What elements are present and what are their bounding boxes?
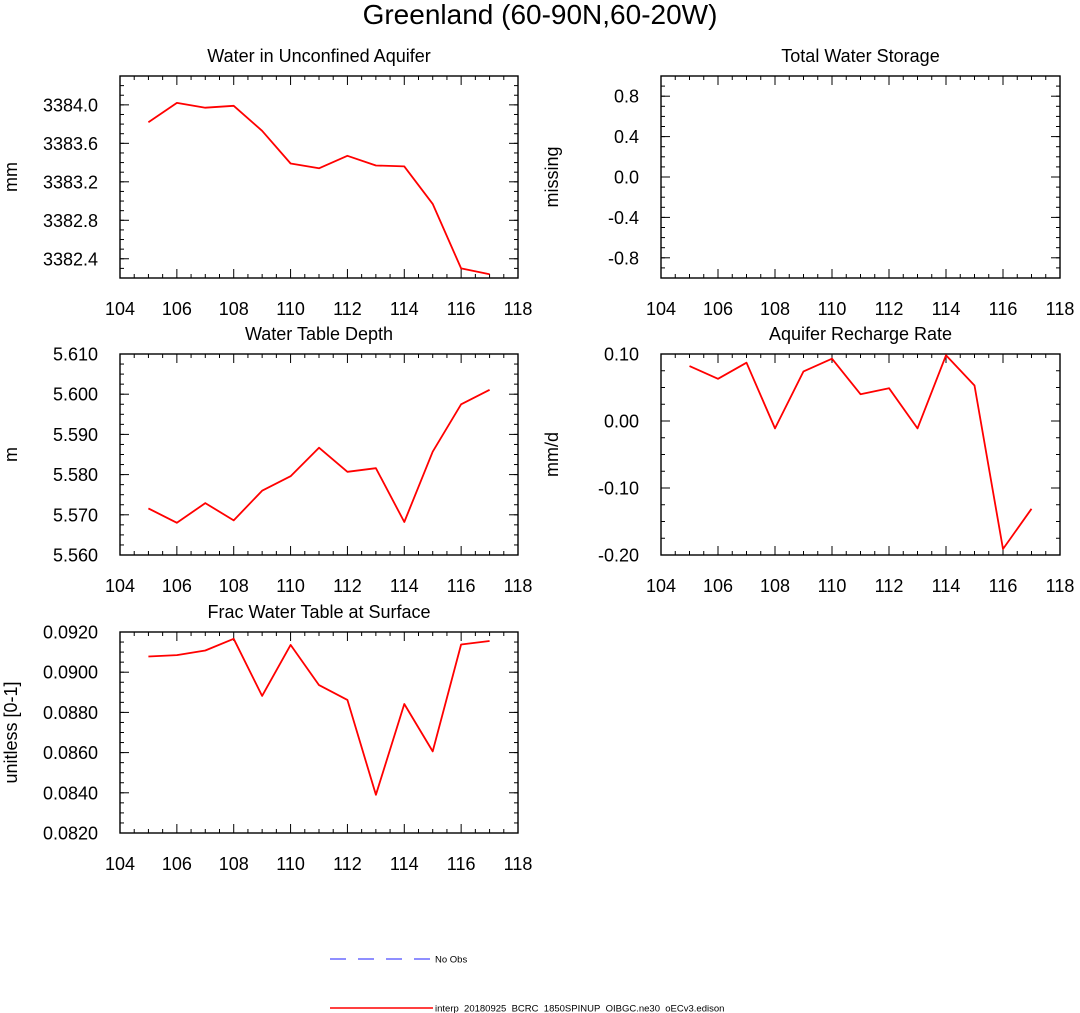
x-tick-label: 110 (818, 576, 847, 596)
x-tick-label: 114 (390, 576, 419, 596)
y-tick-label: 0.4 (614, 127, 639, 147)
legend-label: interp_20180925_BCRC_1850SPINUP_OIBGC.ne… (435, 1004, 724, 1013)
y-axis-label: missing (542, 146, 562, 207)
legend: No Obs interp_20180925_BCRC_1850SPINUP_OI… (330, 955, 724, 1013)
x-tick-label: 106 (703, 576, 733, 596)
x-tick-label: 104 (105, 299, 135, 319)
y-tick-label: 5.600 (53, 385, 98, 405)
y-tick-label: 5.560 (53, 546, 98, 566)
y-axis-label: m (1, 447, 21, 462)
plot-frame (660, 75, 1061, 279)
panel-title: Aquifer Recharge Rate (769, 324, 952, 344)
x-tick-label: 106 (162, 299, 192, 319)
panel-title: Total Water Storage (781, 46, 939, 66)
y-tick-label: 5.580 (53, 465, 98, 485)
x-tick-label: 110 (276, 299, 305, 319)
series-line (147, 102, 490, 276)
x-tick-label: 108 (219, 576, 249, 596)
chart-panel: Water Table Depth m 104 106 108 110 112 114 116 1… (1, 324, 532, 596)
x-tick-label: 108 (219, 854, 249, 874)
x-tick-label: 106 (703, 299, 733, 319)
chart-panel: Frac Water Table at Surface unitless [0-1… (1, 602, 532, 874)
y-tick-label: 5.590 (53, 425, 98, 445)
chart-panel: Water in Unconfined Aquifer mm 104 106 108 11… (1, 46, 532, 319)
series-line (148, 637, 490, 796)
x-tick-label: 104 (105, 576, 135, 596)
x-tick-label: 112 (333, 854, 362, 874)
x-tick-label: 114 (932, 576, 961, 596)
y-tick-label: 0.0820 (43, 824, 98, 844)
x-tick-label: 112 (333, 576, 362, 596)
x-tick-label: 114 (390, 299, 419, 319)
figure-title: Greenland (60-90N,60-20W) (363, 0, 718, 30)
panel-title: Water in Unconfined Aquifer (207, 46, 430, 66)
y-tick-label: 0.0 (614, 168, 639, 188)
series-line (689, 354, 1033, 550)
series-line (147, 388, 491, 524)
x-tick-label: 108 (219, 299, 249, 319)
y-tick-label: 3384.0 (43, 95, 98, 115)
plot-frame (660, 353, 1061, 556)
x-tick-label: 110 (276, 576, 305, 596)
x-tick-label: 116 (989, 576, 1018, 596)
y-tick-label: 0.0860 (43, 743, 98, 763)
x-tick-label: 106 (162, 854, 192, 874)
y-tick-label: -0.8 (608, 248, 639, 268)
chart-panels: Water in Unconfined Aquifer mm 104 106 108 11… (1, 46, 1074, 874)
x-tick-label: 116 (447, 576, 476, 596)
x-tick-label: 110 (276, 854, 305, 874)
x-tick-label: 116 (447, 854, 476, 874)
x-tick-label: 112 (875, 576, 904, 596)
x-tick-label: 118 (1046, 576, 1075, 596)
x-tick-label: 110 (818, 299, 847, 319)
x-tick-label: 114 (390, 854, 419, 874)
y-tick-label: 0.0840 (43, 783, 98, 803)
y-tick-label: 0.8 (614, 87, 639, 107)
y-tick-label: 0.0920 (43, 623, 98, 643)
y-tick-label: -0.10 (598, 479, 639, 499)
panel-title: Frac Water Table at Surface (207, 602, 430, 622)
plot-frame (119, 631, 519, 834)
y-axis-label: unitless [0-1] (1, 681, 21, 783)
x-tick-label: 108 (760, 299, 790, 319)
legend-label: No Obs (435, 955, 467, 966)
y-tick-label: 5.610 (53, 345, 98, 365)
chart-panel: Total Water Storage missing 104 106 108 110 11… (542, 46, 1074, 319)
y-tick-label: 0.00 (604, 412, 639, 432)
x-tick-label: 118 (504, 299, 533, 319)
panel-title: Water Table Depth (245, 324, 393, 344)
x-tick-label: 106 (162, 576, 192, 596)
y-tick-label: 3382.8 (43, 211, 98, 231)
x-tick-label: 112 (333, 299, 362, 319)
y-tick-label: 3382.4 (43, 249, 98, 269)
y-tick-label: -0.4 (608, 208, 639, 228)
y-tick-label: 3383.6 (43, 134, 98, 154)
plot-frame (119, 353, 519, 556)
x-tick-label: 116 (989, 299, 1018, 319)
x-tick-label: 104 (105, 854, 135, 874)
plot-frame (119, 75, 519, 279)
x-tick-label: 118 (504, 854, 533, 874)
y-axis-label: mm/d (542, 432, 562, 477)
y-tick-label: 0.10 (604, 345, 639, 365)
x-tick-label: 116 (447, 299, 476, 319)
y-tick-label: 0.0880 (43, 703, 98, 723)
x-tick-label: 112 (875, 299, 904, 319)
x-tick-label: 104 (646, 299, 676, 319)
y-tick-label: 3383.2 (43, 172, 98, 192)
x-tick-label: 118 (1046, 299, 1075, 319)
y-tick-label: -0.20 (598, 546, 639, 566)
y-tick-label: 0.0900 (43, 663, 98, 683)
x-tick-label: 114 (932, 299, 961, 319)
x-tick-label: 108 (760, 576, 790, 596)
chart-panel: Aquifer Recharge Rate mm/d 104 106 108 110 112… (542, 324, 1074, 596)
y-axis-label: mm (1, 162, 21, 192)
y-tick-label: 5.570 (53, 505, 98, 525)
x-tick-label: 104 (646, 576, 676, 596)
x-tick-label: 118 (504, 576, 533, 596)
